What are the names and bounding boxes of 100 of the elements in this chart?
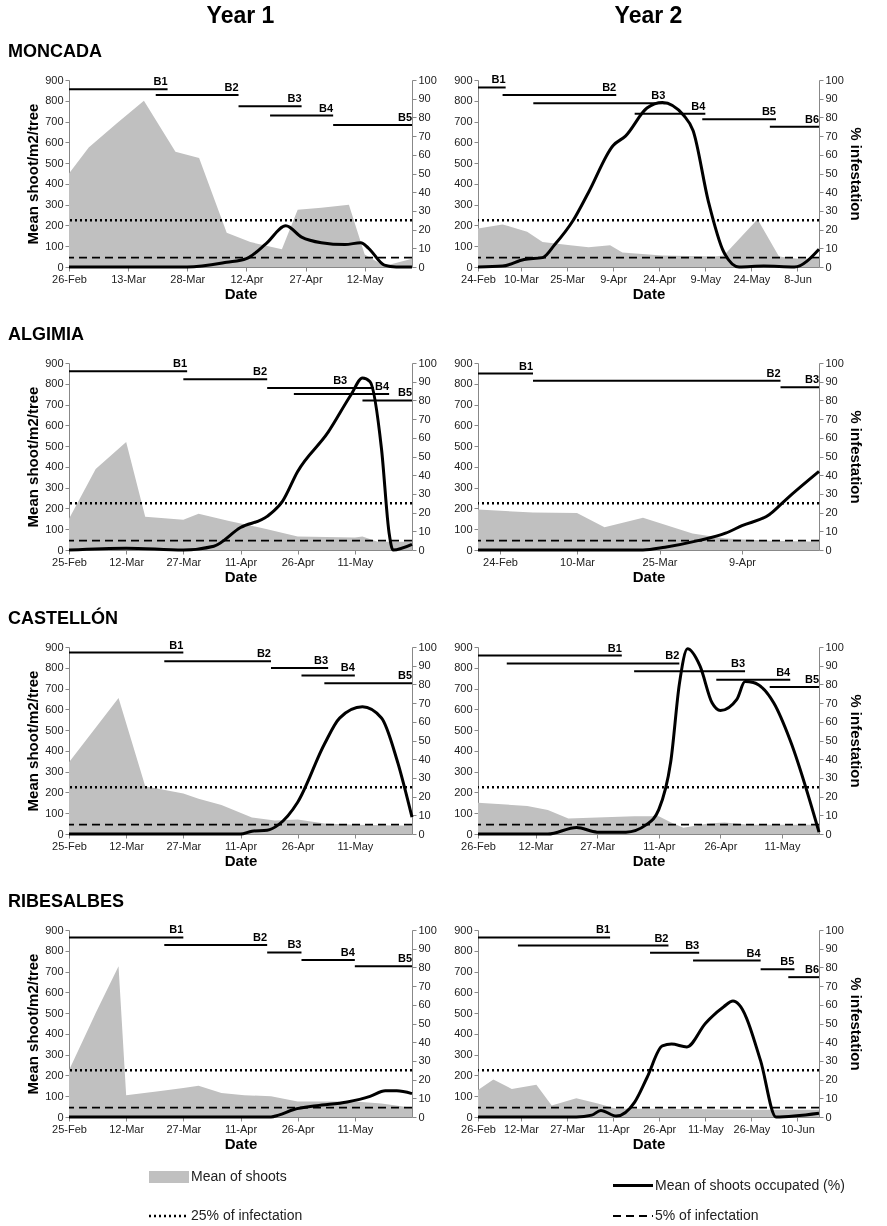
y2-tick-label: 90 [825,92,838,105]
y2-tick-label: 90 [825,659,838,671]
chart-title: RIBESALBES [8,891,125,913]
y2-tick-label: 10 [418,1091,431,1104]
x-tick-label: 26-Apr [643,1122,677,1135]
y-tick-label: 800 [454,377,473,390]
x-tick-label: 27-Mar [166,555,202,568]
y-tick-label: 700 [45,681,64,694]
x-axis-title: Date [632,851,666,869]
annotation: B1 [518,359,533,372]
text: Year 1 [206,2,275,29]
y2-tick-label: 80 [825,394,838,407]
x-tick-label: 26-Feb [461,1122,496,1135]
y-tick-label: 300 [454,198,473,211]
x-tick-label: 8-Jun [784,272,812,285]
y-tick-label: 600 [454,419,473,432]
x-tick-label: 9-Apr [729,555,757,568]
annotation: B5 [397,386,412,399]
annotation: B2 [766,367,781,380]
y-tick-label: 500 [45,723,64,736]
annotation: B6 [804,112,819,125]
x-tick-label: 25-Feb [52,555,87,568]
x-tick-label: 25-Mar [642,555,678,568]
y-tick-label: 800 [45,944,64,957]
y2-tick-label: 30 [418,204,431,217]
y2-tick-label: 40 [418,752,431,765]
y2-tick-label: 70 [418,129,431,142]
chart-title: CASTELLÓN [8,607,118,629]
y2-tick-label: 100 [418,640,437,653]
y2-tick-label: 100 [825,923,844,936]
y2-tick-label: 20 [825,1073,838,1086]
x-tick-label: 26-Apr [281,555,315,568]
annotation: B5 [397,110,412,123]
y-tick-label: 500 [454,440,473,452]
annotation: B2 [665,649,680,662]
x-tick-label: 11-May [687,1122,725,1135]
y2-tick-label: 40 [825,1035,838,1048]
x-tick-label: 12-Apr [230,272,264,285]
y-tick-label: 100 [45,239,64,252]
y-tick-label: 700 [45,965,64,978]
y-tick-label: 300 [45,198,64,211]
y-tick-label: 800 [454,661,473,674]
y2-tick-label: 30 [418,771,431,784]
y2-tick-label: 50 [825,167,838,179]
x-tick-label: 27-Mar [550,1122,586,1135]
y2-tick-label: 10 [825,808,838,821]
y2-tick-label: 30 [418,1054,431,1067]
annotation: B1 [173,357,188,370]
annotation: B4 [340,946,356,959]
y2-axis-title: % infestation [847,977,865,1071]
y2-tick-label: 20 [418,506,431,519]
y2-tick-label: 70 [825,129,838,142]
y-tick-label: 700 [454,398,473,411]
x-tick-label: 25-Feb [52,839,87,852]
annotation: B1 [169,923,184,936]
y2-tick-label: 0 [418,543,425,556]
annotation: B4 [746,946,762,959]
y2-axis-title: % infestation [847,694,865,788]
y-tick-label: 200 [454,1069,473,1082]
y2-tick-label: 30 [825,1054,838,1067]
y2-tick-label: 50 [825,733,838,746]
y2-tick-label: 30 [825,771,838,784]
y2-tick-label: 70 [825,696,838,709]
y-tick-label: 500 [454,723,473,736]
y2-tick-label: 20 [418,1073,431,1086]
x-tick-label: 11-Apr [643,839,676,852]
y-tick-label: 400 [454,1027,473,1040]
y-tick-label: 700 [454,965,473,978]
x-tick-label: 27-Mar [166,1122,202,1135]
x-tick-label: 9-May [690,272,722,285]
annotation: B3 [314,653,329,666]
y2-tick-label: 60 [418,998,431,1011]
y2-tick-label: 60 [825,431,838,444]
y-tick-label: 700 [454,115,473,128]
y2-tick-label: 50 [418,733,431,746]
y2-tick-label: 90 [418,659,431,671]
y2-tick-label: 50 [418,1017,431,1030]
y2-tick-label: 0 [418,1110,425,1123]
text: Year 2 [614,2,683,29]
y2-tick-label: 40 [418,1035,431,1048]
y-tick-label: 400 [45,744,64,757]
chart-title: MONCADA [8,41,102,62]
x-tick-label: 11-Apr [224,839,258,852]
y2-axis-title: % infestation [847,127,865,221]
y2-tick-label: 30 [418,487,431,500]
y-tick-label: 900 [45,923,64,936]
y-tick-label: 100 [45,1089,64,1102]
y-tick-label: 800 [45,94,64,107]
y2-tick-label: 60 [418,148,431,161]
y-tick-label: 600 [45,702,64,715]
annotation: B1 [607,641,622,654]
y2-tick-label: 80 [418,677,431,690]
x-tick-label: 11-May [337,1122,374,1135]
annotation: B5 [780,955,795,968]
y-tick-label: 800 [454,94,473,107]
y-tick-label: 700 [454,681,473,694]
x-tick-label: 25-Mar [550,272,586,285]
x-tick-label: 26-Apr [281,1122,315,1135]
chart-title: ALGIMIA [8,324,84,346]
y2-tick-label: 70 [418,979,431,992]
